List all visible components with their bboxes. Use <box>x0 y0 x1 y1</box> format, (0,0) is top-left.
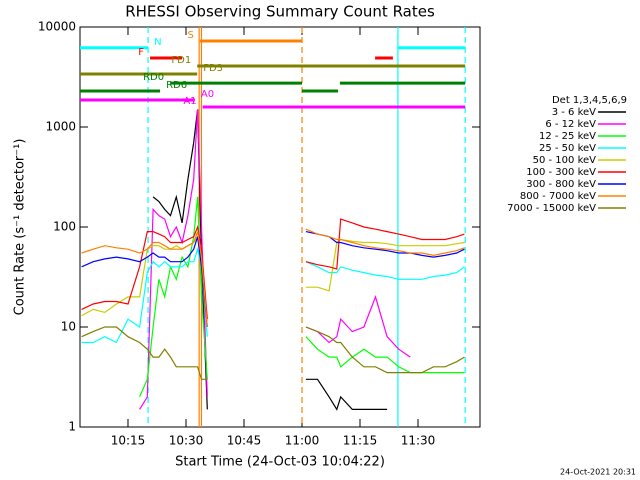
y-tick-label: 1 <box>68 420 76 434</box>
chart-title: RHESSI Observing Summary Count Rates <box>125 3 435 21</box>
series-line <box>81 228 465 328</box>
legend-label: 6 - 12 keV <box>545 119 596 130</box>
legend-label: 100 - 300 keV <box>526 167 596 178</box>
x-tick-label: 11:15 <box>343 434 378 448</box>
series-line <box>81 218 465 320</box>
legend-label: 25 - 50 keV <box>539 143 596 154</box>
legend-title: Det 1,3,4,5,6,9 <box>552 95 627 106</box>
flag-label: RD0 <box>143 72 164 83</box>
x-tick-label: 11:30 <box>401 434 436 448</box>
series-line <box>81 326 465 380</box>
series-line <box>81 235 465 328</box>
y-axis-label: Count Rate (s⁻¹ detector⁻¹) <box>13 139 28 316</box>
flag-label: RD6 <box>166 80 187 91</box>
legend-label: 800 - 7000 keV <box>520 191 596 202</box>
y-tick-label: 100 <box>53 220 76 234</box>
plot-frame <box>79 26 481 428</box>
x-tick-label: 10:45 <box>227 434 262 448</box>
y-tick-label: 10000 <box>38 20 76 34</box>
y-tick-label: 10 <box>61 320 76 334</box>
y-tick-label: 1000 <box>45 120 76 134</box>
x-axis-label: Start Time (24-Oct-03 10:04:22) <box>175 455 385 470</box>
flag-label: FD3 <box>203 63 223 74</box>
flag-label: S <box>188 30 194 41</box>
series-line <box>81 231 465 328</box>
timestamp: 24-Oct-2021 20:31 <box>560 468 636 477</box>
series-line <box>81 246 465 344</box>
series-line <box>152 109 388 411</box>
x-tick-label: 10:15 <box>111 434 146 448</box>
legend-label: 50 - 100 keV <box>533 155 597 166</box>
x-tick-label: 11:00 <box>285 434 320 448</box>
flag-label: FD1 <box>171 55 191 66</box>
legend-label: 7000 - 15000 keV <box>507 203 596 214</box>
x-tick-label: 10:30 <box>169 434 204 448</box>
flag-label: N <box>154 37 161 48</box>
flag-label: A0 <box>201 89 214 100</box>
series-line <box>139 196 465 398</box>
series-line <box>139 109 411 410</box>
flag-label: F <box>138 47 144 58</box>
legend-label: 3 - 6 keV <box>552 107 596 118</box>
legend-label: 12 - 25 keV <box>539 131 596 142</box>
legend-label: 300 - 800 keV <box>526 179 596 190</box>
